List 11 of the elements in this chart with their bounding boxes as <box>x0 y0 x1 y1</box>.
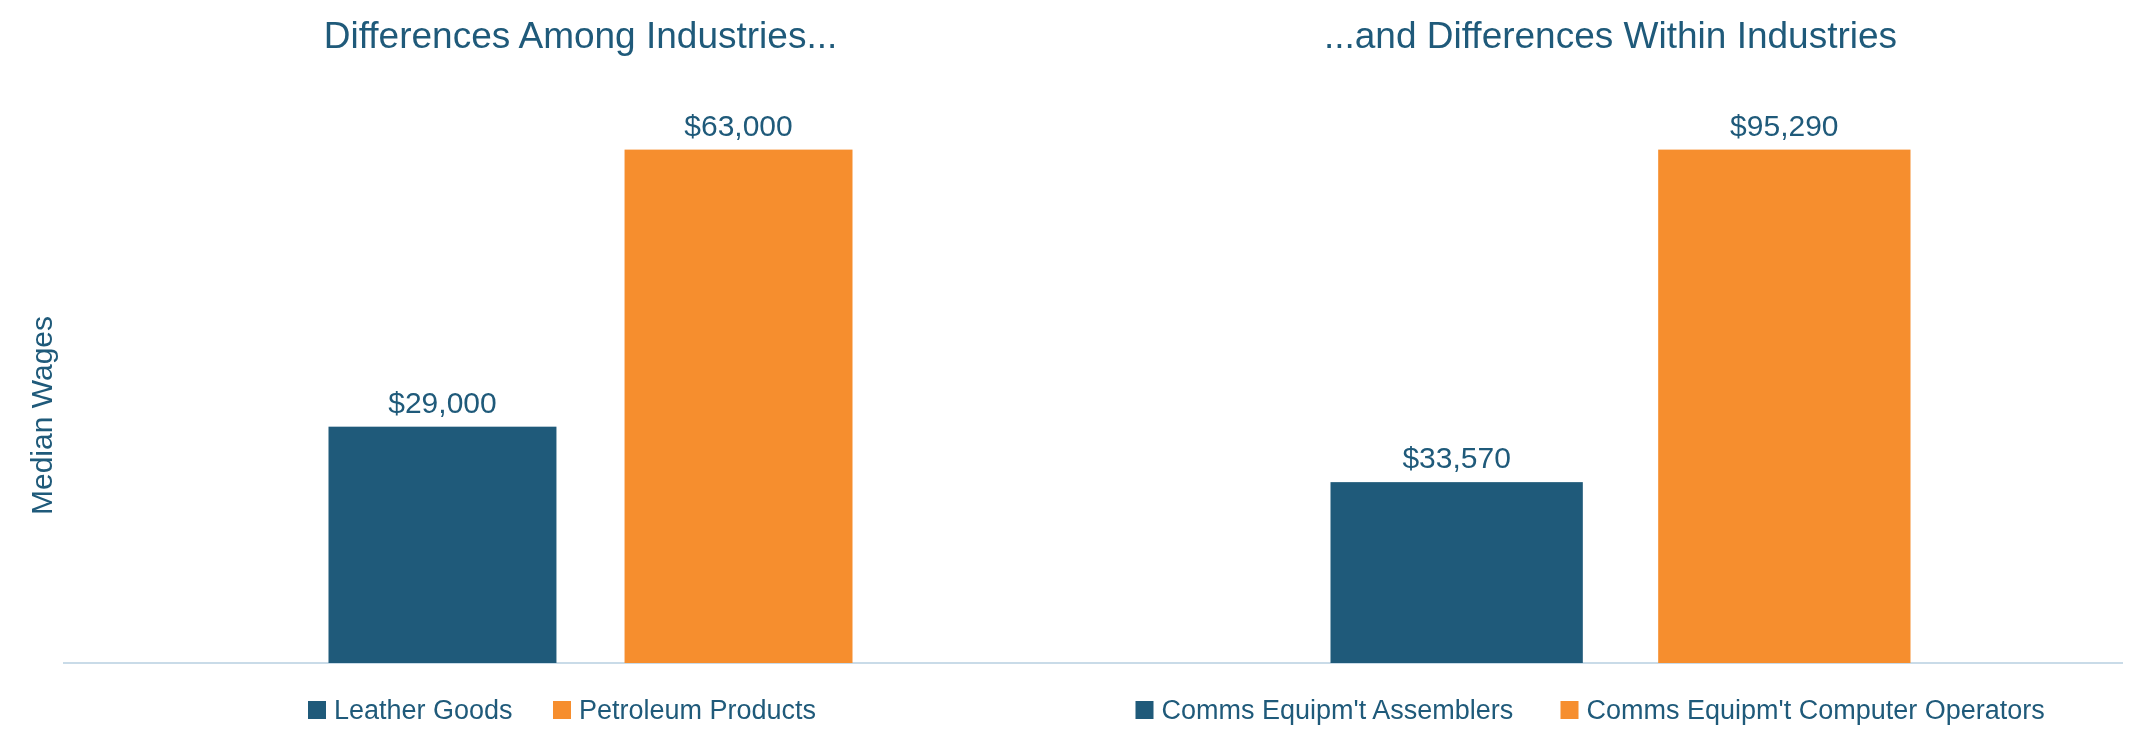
chart-title: Differences Among Industries... <box>323 15 838 56</box>
legend-label: Petroleum Products <box>579 695 817 725</box>
y-axis-title: Median Wages <box>25 316 58 515</box>
legend-label: Leather Goods <box>334 695 513 725</box>
data-label: $63,000 <box>684 108 793 142</box>
data-label: $29,000 <box>388 385 497 419</box>
legend-label: Comms Equipm't Computer Operators <box>1586 695 2045 725</box>
data-label: $95,290 <box>1730 108 1839 142</box>
chart-title: ...and Differences Within Industries <box>1323 15 1898 56</box>
legend-label: Comms Equipm't Assemblers <box>1161 695 1514 725</box>
data-label: $33,570 <box>1402 441 1511 475</box>
